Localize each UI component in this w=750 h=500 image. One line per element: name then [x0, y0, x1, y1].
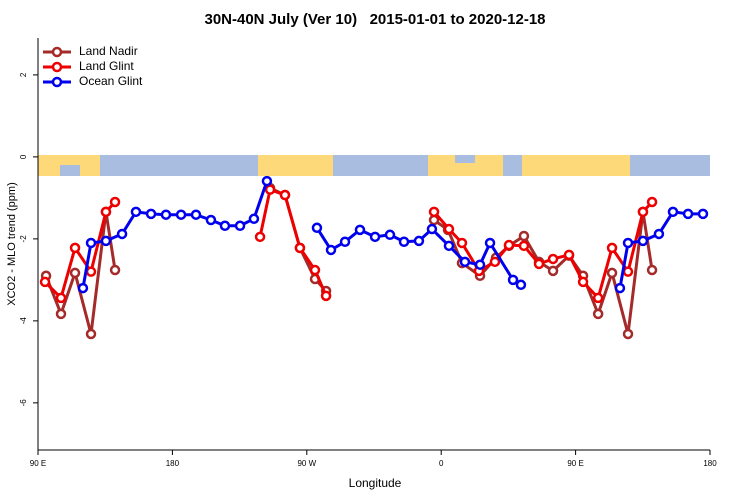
point [459, 256, 471, 268]
point [667, 206, 679, 218]
point [279, 189, 291, 201]
point [100, 235, 112, 247]
point [507, 274, 519, 286]
point [77, 282, 89, 294]
point [100, 206, 112, 218]
chart-title: 30N-40N July (Ver 10) 2015-01-01 to 2020… [204, 11, 545, 28]
point [622, 328, 634, 340]
point [160, 209, 172, 220]
point [646, 196, 658, 208]
point [456, 237, 468, 249]
point [219, 220, 231, 232]
point [109, 264, 121, 276]
x-tick-label: 180 [703, 459, 717, 468]
point [175, 209, 187, 220]
point [85, 266, 97, 277]
point [309, 264, 321, 276]
point [55, 292, 67, 304]
point [489, 256, 501, 268]
point [69, 242, 81, 254]
point [503, 239, 515, 251]
point [311, 222, 323, 234]
point [116, 228, 128, 240]
x-tick-label: 180 [166, 459, 180, 468]
point [248, 213, 260, 225]
point [518, 230, 530, 242]
point [484, 237, 496, 249]
legend-marker [51, 61, 63, 73]
point [39, 276, 51, 288]
y-tick-label: 0 [19, 154, 28, 159]
point [443, 223, 455, 235]
point [622, 266, 634, 277]
point [264, 184, 276, 195]
point [637, 206, 649, 218]
y-tick-label: -4 [19, 317, 28, 325]
point [653, 228, 665, 240]
legend-marker [51, 76, 63, 88]
legend-label: Land Nadir [79, 44, 138, 58]
point [614, 282, 626, 294]
legend-label: Land Glint [79, 59, 134, 73]
point [637, 235, 649, 247]
legend-marker [51, 46, 63, 58]
y-axis-label: XCO2 - MLO trend (ppm) [6, 182, 18, 305]
point [145, 208, 157, 220]
point [234, 220, 246, 232]
point [384, 229, 396, 241]
point [261, 175, 273, 187]
point [533, 258, 545, 270]
point [518, 240, 530, 252]
point [69, 267, 81, 279]
point [577, 276, 589, 288]
point [294, 242, 306, 254]
legend-label: Ocean Glint [79, 74, 143, 88]
point [320, 290, 332, 302]
point [85, 328, 97, 340]
point [622, 237, 634, 249]
point [592, 308, 604, 320]
y-tick-label: -2 [19, 235, 28, 243]
point [606, 267, 618, 279]
point [55, 308, 67, 320]
point [205, 214, 217, 226]
series [77, 175, 709, 294]
series [39, 184, 658, 304]
point [563, 249, 575, 261]
point [428, 206, 440, 218]
y-tick-label: 2 [19, 72, 28, 77]
point [592, 292, 604, 304]
point [85, 237, 97, 249]
point [325, 244, 337, 256]
y-tick-label: -6 [19, 399, 28, 407]
x-tick-label: 90 W [297, 459, 316, 468]
x-tick-label: 90 E [567, 459, 583, 468]
point [426, 223, 438, 235]
point [354, 224, 366, 236]
point [339, 236, 351, 247]
point [606, 242, 618, 254]
point [369, 231, 381, 243]
point [413, 235, 425, 247]
point [547, 265, 559, 277]
point [254, 231, 266, 243]
map-band [38, 155, 710, 176]
point [474, 259, 486, 270]
point [682, 208, 694, 220]
x-tick-label: 0 [439, 459, 444, 468]
point [515, 279, 527, 291]
x-tick-label: 90 E [30, 459, 46, 468]
point [443, 240, 455, 252]
x-axis-label: Longitude [349, 476, 402, 490]
point [130, 206, 142, 218]
point [697, 208, 709, 220]
point [547, 253, 559, 265]
point [646, 264, 658, 276]
point [190, 209, 202, 220]
point [109, 196, 121, 208]
point [398, 236, 410, 247]
